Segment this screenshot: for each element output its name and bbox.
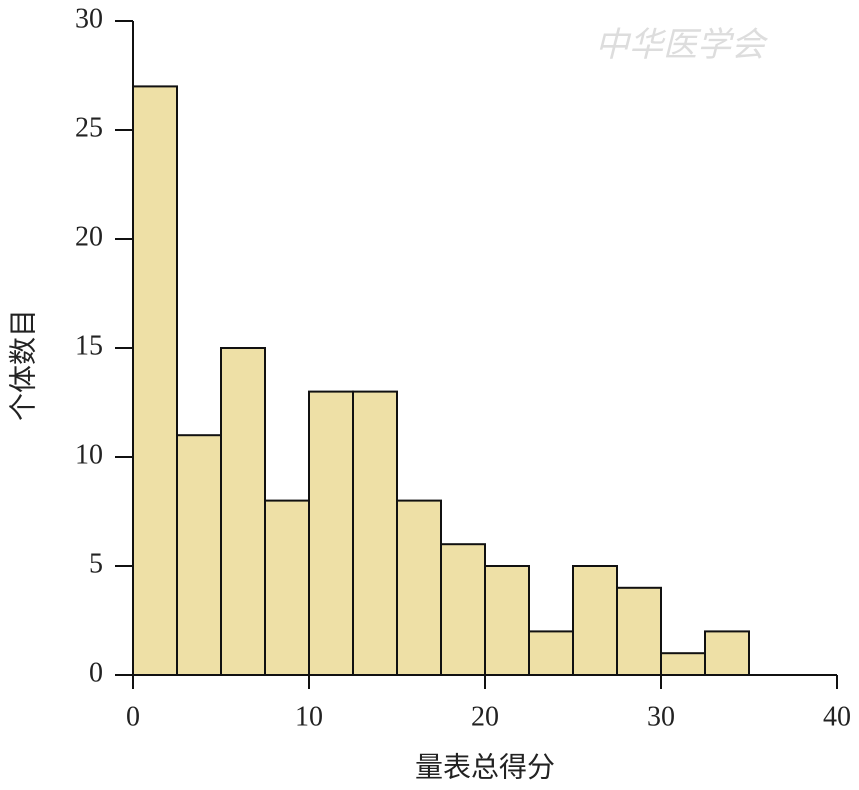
y-tick-label: 15 <box>75 330 103 361</box>
bar <box>572 565 618 676</box>
bar <box>220 347 266 676</box>
watermark: 中华医学会 <box>595 27 769 64</box>
bar <box>616 586 662 676</box>
bar <box>264 499 310 676</box>
x-tick-label: 20 <box>471 701 499 732</box>
y-tick-label: 25 <box>75 112 103 143</box>
bar <box>440 543 486 677</box>
bar <box>528 630 574 677</box>
y-axis-label: 个体数目 <box>7 309 39 421</box>
y-tick-label: 5 <box>89 548 103 579</box>
x-tick-label: 40 <box>823 701 851 732</box>
bar <box>176 434 222 677</box>
y-tick-label: 10 <box>75 439 103 470</box>
y-tick-label: 20 <box>75 221 103 252</box>
y-tick-label: 0 <box>89 657 103 688</box>
x-tick-label: 0 <box>126 701 140 732</box>
bar <box>704 630 750 677</box>
x-axis-label: 量表总得分 <box>415 751 555 783</box>
bar <box>396 499 442 676</box>
bar <box>308 390 354 676</box>
x-tick-label: 10 <box>295 701 323 732</box>
bar <box>484 565 530 676</box>
bar <box>660 652 706 677</box>
bar <box>352 390 398 676</box>
x-tick-label: 30 <box>647 701 675 732</box>
y-tick-label: 30 <box>75 3 103 34</box>
bar <box>132 85 178 676</box>
